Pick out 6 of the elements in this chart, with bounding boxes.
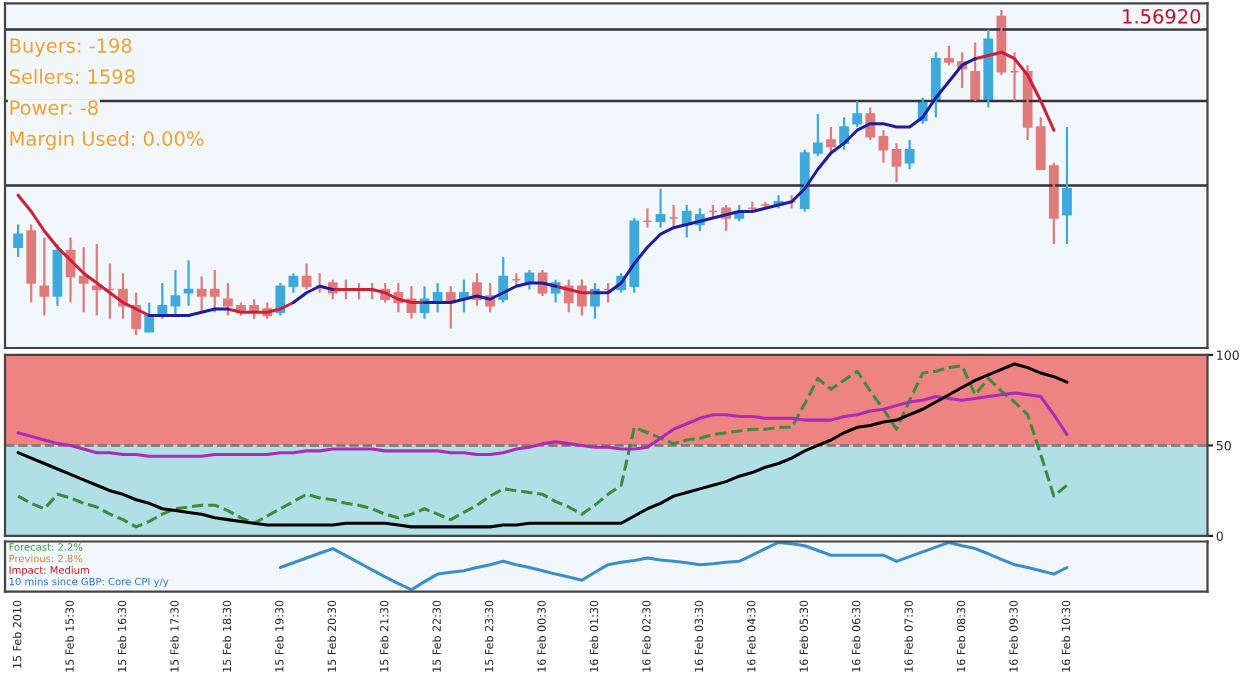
annotation: Margin Used: 0.00% (10, 130, 204, 150)
annotation: Buyers: -198 (10, 38, 132, 57)
text: 1.56920 (1123, 8, 1201, 24)
annotation: Sellers: 1598 (9, 68, 135, 84)
annotation: Power: -8 (10, 100, 98, 115)
line-series (16, 391, 1069, 458)
